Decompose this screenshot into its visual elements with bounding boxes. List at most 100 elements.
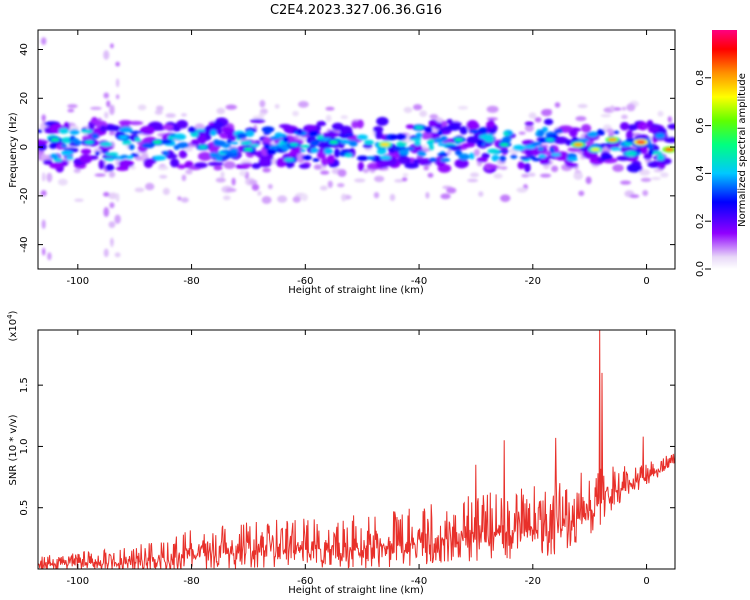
spectrogram-cell bbox=[380, 155, 392, 160]
spectrogram-cell bbox=[577, 104, 588, 109]
spectrogram-cell bbox=[458, 153, 470, 161]
spectrogram-cell bbox=[114, 252, 121, 258]
spectrogram-cell bbox=[512, 144, 526, 151]
spectrogram-cell bbox=[413, 141, 422, 146]
spectrogram-cell bbox=[428, 144, 434, 151]
spectrogram-cell bbox=[257, 190, 262, 196]
spectrogram-cell bbox=[425, 192, 430, 199]
spectrogram-cell bbox=[40, 37, 47, 46]
spectrogram-cell bbox=[600, 153, 613, 161]
spectrogram-cell bbox=[329, 140, 339, 144]
spectrogram-cell bbox=[221, 149, 233, 153]
spectrogram-cell bbox=[344, 153, 353, 158]
colorbar-tick-label: 0.8 bbox=[695, 70, 706, 86]
spectrogram-cell bbox=[42, 159, 53, 165]
spectrogram-cell bbox=[467, 178, 479, 183]
spectrogram-cell bbox=[236, 132, 247, 140]
spectrogram-cell bbox=[251, 163, 261, 169]
spectrogram-cell bbox=[357, 161, 365, 172]
spectrogram-cell bbox=[266, 148, 277, 155]
spectrogram-x-tick-label: -100 bbox=[66, 276, 89, 287]
spectrogram-cell bbox=[221, 126, 233, 133]
spectrogram-cell bbox=[103, 192, 110, 197]
spectrogram-cell bbox=[621, 114, 628, 120]
spectrogram-cell bbox=[638, 169, 651, 176]
spectrogram-cell bbox=[300, 149, 306, 153]
spectrogram-cell bbox=[569, 129, 578, 138]
snr-y-label: SNR (10 * v/v) bbox=[8, 414, 19, 485]
spectrogram-cell bbox=[473, 148, 480, 157]
spectrogram-cell bbox=[626, 103, 636, 112]
spectrogram-cell bbox=[209, 152, 219, 158]
spectrogram-cell bbox=[500, 194, 511, 202]
colorbar-tick-label: 0.4 bbox=[695, 165, 706, 181]
spectrogram-cell bbox=[194, 162, 208, 169]
spectrogram-cell bbox=[519, 156, 531, 160]
spectrogram-cell bbox=[413, 104, 423, 111]
spectrogram-cell bbox=[667, 116, 672, 123]
spectrogram-cell bbox=[461, 142, 476, 148]
spectrogram-cell bbox=[261, 196, 272, 204]
spectrogram-cell bbox=[187, 126, 197, 133]
spectrogram-cell bbox=[438, 152, 449, 157]
spectrogram-cell bbox=[41, 114, 46, 122]
spectrogram-cell bbox=[380, 142, 390, 147]
spectrogram-cell bbox=[486, 117, 498, 121]
spectrogram-cell bbox=[81, 129, 93, 134]
spectrogram-x-tick-label: 0 bbox=[643, 276, 649, 287]
spectrogram-cell bbox=[106, 100, 111, 108]
snr-x-tick-label: 0 bbox=[643, 576, 649, 587]
snr-series-line bbox=[38, 330, 675, 569]
spectrogram-cell bbox=[207, 161, 224, 167]
spectrogram-cell bbox=[606, 128, 614, 134]
spectrogram-cell bbox=[165, 113, 176, 118]
spectrogram-cell bbox=[551, 165, 559, 173]
spectrogram-cell bbox=[319, 185, 328, 191]
spectrogram-frame bbox=[37, 29, 676, 270]
spectrogram-cell bbox=[195, 128, 206, 132]
spectrogram-cell bbox=[48, 143, 58, 149]
spectrogram-cell bbox=[650, 125, 660, 133]
spectrogram-cell bbox=[613, 130, 620, 135]
spectrogram-cell bbox=[69, 129, 80, 135]
spectrogram-cell bbox=[119, 126, 133, 133]
spectrogram-x-tick-label: -20 bbox=[525, 276, 541, 287]
spectrogram-cell bbox=[49, 162, 63, 169]
spectrogram-cell bbox=[590, 147, 600, 152]
spectrogram-cell bbox=[177, 196, 182, 201]
spectrogram-cell bbox=[401, 177, 408, 182]
spectrogram-cell bbox=[524, 124, 534, 132]
snr-x-tick-label: -60 bbox=[297, 576, 313, 587]
spectrogram-cell bbox=[354, 178, 366, 183]
spectrogram-cell bbox=[310, 147, 319, 153]
spectrogram-cell bbox=[274, 104, 280, 109]
spectrogram-cell bbox=[510, 154, 518, 160]
snr-x-tick-label: -20 bbox=[525, 576, 541, 587]
spectrogram-y-tick-label: 20 bbox=[19, 92, 30, 105]
spectrogram-cell bbox=[252, 115, 265, 120]
spectrogram-cell bbox=[374, 129, 383, 140]
spectrogram-cell bbox=[518, 131, 526, 135]
spectrogram-cell bbox=[215, 156, 223, 161]
spectrogram-cell bbox=[636, 140, 646, 144]
spectrogram-cell bbox=[108, 221, 116, 228]
spectrogram-cell bbox=[222, 195, 231, 201]
colorbar-tick-label: 0.2 bbox=[695, 213, 706, 229]
spectrogram-cell bbox=[47, 252, 52, 261]
spectrogram-cell bbox=[41, 219, 46, 230]
spectrogram-cell bbox=[446, 118, 454, 124]
spectrogram-cell bbox=[424, 126, 433, 134]
spectrogram-panel: -100 -80 -60 -40 -20 0 -40 -20 0 20 40 Height of s… bbox=[8, 29, 676, 296]
snr-y-tick-label: 1.0 bbox=[19, 438, 30, 454]
spectrogram-cell bbox=[341, 193, 346, 202]
spectrogram-cell bbox=[66, 156, 74, 161]
spectrogram-y-tick-label: -40 bbox=[19, 236, 30, 252]
spectrogram-cell bbox=[468, 129, 479, 134]
spectrogram-cell bbox=[310, 140, 320, 147]
spectrogram-cell bbox=[366, 156, 375, 160]
spectrogram-cell bbox=[180, 113, 187, 117]
spectrogram-cell bbox=[292, 196, 301, 203]
spectrogram-cell bbox=[49, 153, 60, 160]
spectrogram-cell bbox=[263, 143, 271, 150]
spectrogram-cell bbox=[340, 115, 349, 120]
